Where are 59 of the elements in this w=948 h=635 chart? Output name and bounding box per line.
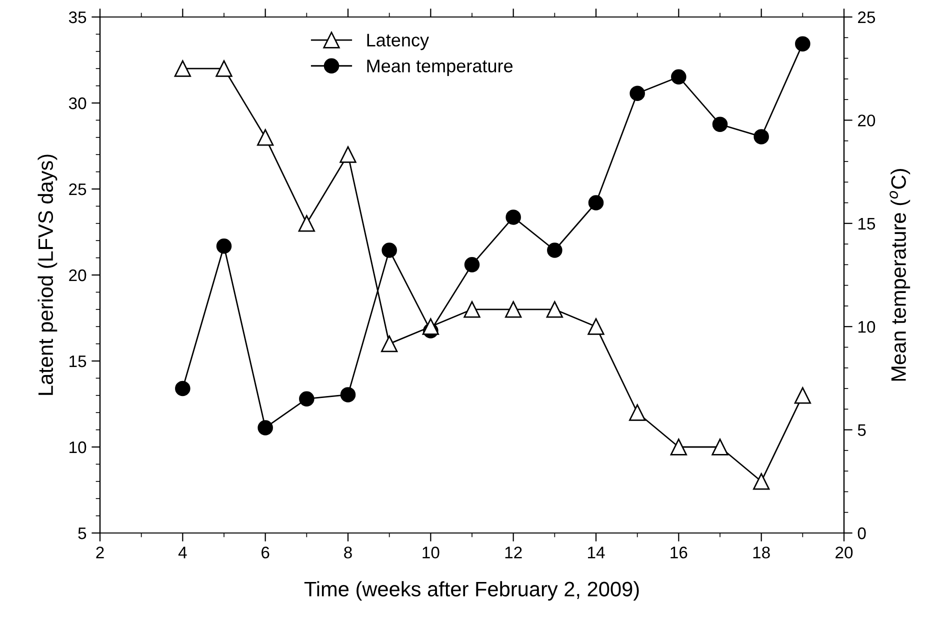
point xyxy=(340,146,356,163)
point xyxy=(298,215,315,232)
y-tick-label: 30 xyxy=(68,97,86,110)
y2-axis-title: Mean temperature ($^{o}$C) xyxy=(890,169,910,381)
y2-tick-label: 0 xyxy=(858,527,866,540)
point xyxy=(588,318,604,335)
point xyxy=(670,438,687,456)
point xyxy=(299,391,314,406)
y2-tick-label: 20 xyxy=(858,114,876,126)
x-tick-label: 8 xyxy=(344,546,352,558)
point xyxy=(547,242,562,258)
point xyxy=(629,404,646,421)
y-tick-label: 20 xyxy=(69,269,86,282)
y-tick-label: 35 xyxy=(68,11,86,24)
point xyxy=(464,257,480,272)
point xyxy=(505,301,522,318)
y2-tick-label: 15 xyxy=(858,218,876,230)
x-axis-title: Time (weeks after February 2, 2009) xyxy=(304,581,639,601)
point xyxy=(754,129,769,144)
x-tick-label: 14 xyxy=(588,546,605,558)
x-tick-label: 18 xyxy=(753,546,770,558)
legend-label: Latency xyxy=(367,34,430,50)
x-tick-label: 16 xyxy=(670,546,688,558)
point xyxy=(506,210,521,225)
point xyxy=(795,36,810,52)
point xyxy=(381,335,398,352)
x-tick-label: 20 xyxy=(836,546,853,558)
point xyxy=(258,420,273,436)
y2-tick-label: 25 xyxy=(858,11,876,24)
x-tick-label: 6 xyxy=(262,546,270,558)
point xyxy=(174,60,191,77)
y-axis-title: Latent period (LFVS days) xyxy=(38,154,58,395)
y2-tick-label: 10 xyxy=(858,321,876,333)
point xyxy=(422,318,439,335)
x-tick-label: 12 xyxy=(505,546,522,558)
x-tick-label: 4 xyxy=(178,546,187,558)
x-tick-label: 10 xyxy=(422,546,440,558)
point xyxy=(216,238,232,254)
point xyxy=(340,387,356,402)
point xyxy=(712,116,728,132)
point xyxy=(464,301,480,318)
y-tick-label: 25 xyxy=(69,183,86,196)
point xyxy=(671,69,686,84)
point xyxy=(630,86,645,102)
y-tick-label: 15 xyxy=(70,356,86,368)
point xyxy=(546,301,563,318)
point xyxy=(175,380,190,396)
point xyxy=(216,60,232,77)
point xyxy=(382,242,397,258)
point xyxy=(712,438,728,456)
point xyxy=(794,387,811,404)
x-tick-label: 2 xyxy=(96,546,104,558)
point xyxy=(588,195,604,210)
legend-label: Mean temperature xyxy=(367,60,513,76)
y-tick-label: 10 xyxy=(70,441,86,454)
point xyxy=(257,129,274,146)
y2-tick-label: 5 xyxy=(858,424,866,436)
y-tick-label: 5 xyxy=(78,528,86,540)
point xyxy=(753,473,770,490)
